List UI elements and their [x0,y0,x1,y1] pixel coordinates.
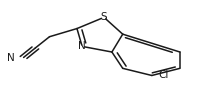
Text: N: N [78,41,86,51]
Text: S: S [101,12,107,22]
Text: Cl: Cl [158,70,168,80]
Text: N: N [7,53,15,63]
